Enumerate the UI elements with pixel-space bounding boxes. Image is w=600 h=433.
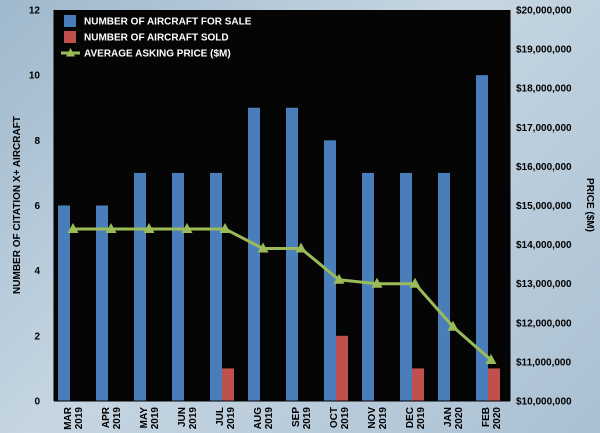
y2-tick-label: $10,000,000	[516, 397, 572, 408]
bar-for-sale	[58, 205, 70, 401]
x-tick-label: FEB2020	[481, 407, 503, 430]
y2-tick-label: $18,000,000	[516, 84, 572, 95]
plot-area	[54, 10, 510, 401]
x-tick-label: JUN2019	[177, 407, 199, 430]
legend-label: NUMBER OF AIRCRAFT SOLD	[84, 33, 229, 44]
y2-tick-label: $12,000,000	[516, 318, 572, 329]
x-tick-label: MAR2019	[63, 406, 85, 430]
x-tick-label: MAY2019	[139, 407, 161, 430]
bar-sold	[336, 335, 348, 401]
y-tick-label: 10	[29, 71, 41, 82]
y2-tick-label: $16,000,000	[516, 162, 572, 173]
price-marker	[295, 242, 307, 253]
bar-for-sale	[286, 107, 298, 401]
price-marker	[257, 242, 269, 253]
y2-tick-label: $20,000,000	[516, 6, 572, 17]
bar-for-sale	[438, 172, 450, 401]
y2-tick-label: $13,000,000	[516, 279, 572, 290]
price-marker	[409, 277, 421, 288]
price-marker	[371, 277, 383, 288]
bar-sold	[222, 368, 234, 401]
y-tick-label: 2	[34, 331, 40, 342]
bar-for-sale	[362, 172, 374, 401]
y-tick-label: 8	[34, 136, 40, 147]
y2-tick-label: $19,000,000	[516, 45, 572, 56]
y2-tick-label: $11,000,000	[516, 357, 571, 368]
bar-for-sale	[134, 172, 146, 401]
price-marker	[143, 222, 155, 233]
price-marker	[181, 222, 193, 233]
x-tick-label: JUL2019	[215, 407, 237, 430]
y-tick-label: 6	[34, 201, 40, 212]
x-tick-label: OCT2019	[329, 407, 351, 430]
legend-marker	[66, 48, 75, 57]
price-marker	[67, 222, 79, 233]
bar-sold	[412, 368, 424, 401]
legend-swatch	[64, 31, 76, 43]
y-tick-label: 12	[29, 6, 41, 17]
price-marker	[219, 222, 231, 233]
x-tick-label: JAN2020	[443, 407, 465, 430]
legend-swatch	[64, 15, 76, 27]
y2-tick-label: $17,000,000	[516, 123, 572, 134]
y2-tick-label: $14,000,000	[516, 240, 572, 251]
x-tick-label: SEP2019	[291, 407, 313, 430]
bar-for-sale	[476, 75, 488, 402]
bar-for-sale	[96, 205, 108, 401]
price-marker	[105, 222, 117, 233]
bar-sold	[488, 368, 500, 401]
price-marker	[485, 353, 497, 364]
x-tick-label: DEC2019	[405, 407, 427, 430]
price-line	[73, 227, 492, 362]
y-tick-label: 4	[34, 266, 40, 277]
bar-for-sale	[248, 107, 260, 401]
bar-for-sale	[210, 172, 222, 401]
legend: NUMBER OF AIRCRAFT FOR SALE NUMBER OF AIR…	[61, 15, 252, 60]
x-tick-label: NOV2019	[367, 407, 389, 430]
x-tick-label: APR2019	[101, 406, 123, 429]
x-tick-label: AUG2019	[253, 407, 275, 430]
bar-for-sale	[400, 172, 412, 401]
y2-axis-title: PRICE ($M)	[584, 178, 595, 232]
bar-for-sale	[172, 172, 184, 401]
y-axis-title: NUMBER OF CITATION X+ AIRCRAFT	[12, 116, 23, 294]
y2-tick-label: $15,000,000	[516, 201, 572, 212]
legend-label: AVERAGE ASKING PRICE ($M)	[84, 49, 231, 60]
y-tick-label: 0	[34, 397, 40, 408]
price-marker	[333, 273, 345, 284]
price-marker	[447, 320, 459, 331]
legend-label: NUMBER OF AIRCRAFT FOR SALE	[84, 17, 252, 28]
